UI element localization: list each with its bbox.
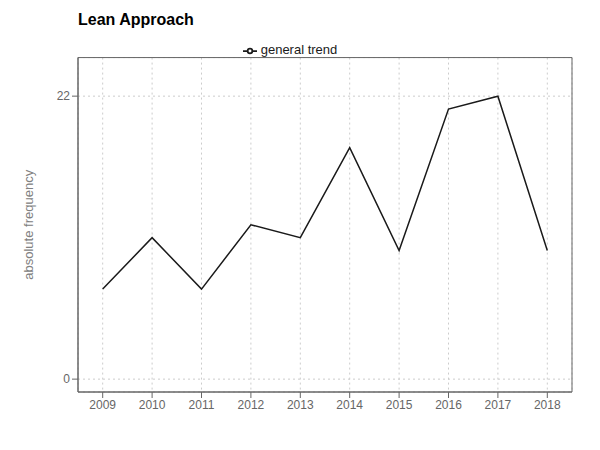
- svg-text:2012: 2012: [238, 398, 265, 412]
- svg-text:absolute frequency: absolute frequency: [21, 169, 36, 279]
- html-text:general trend: general trend: [260, 42, 338, 57]
- svg-text:0: 0: [63, 372, 70, 386]
- html-text:Lean Approach: Lean Approach: [78, 11, 194, 28]
- svg-text:2009: 2009: [89, 398, 116, 412]
- svg-text:2010: 2010: [139, 398, 166, 412]
- svg-text:2014: 2014: [336, 398, 363, 412]
- svg-text:2016: 2016: [435, 398, 462, 412]
- svg-text:2017: 2017: [485, 398, 512, 412]
- svg-text:22: 22: [57, 89, 71, 103]
- svg-text:2018: 2018: [534, 398, 561, 412]
- svg-text:2011: 2011: [189, 398, 215, 412]
- svg-text:2015: 2015: [386, 398, 413, 412]
- svg-text:2013: 2013: [287, 398, 314, 412]
